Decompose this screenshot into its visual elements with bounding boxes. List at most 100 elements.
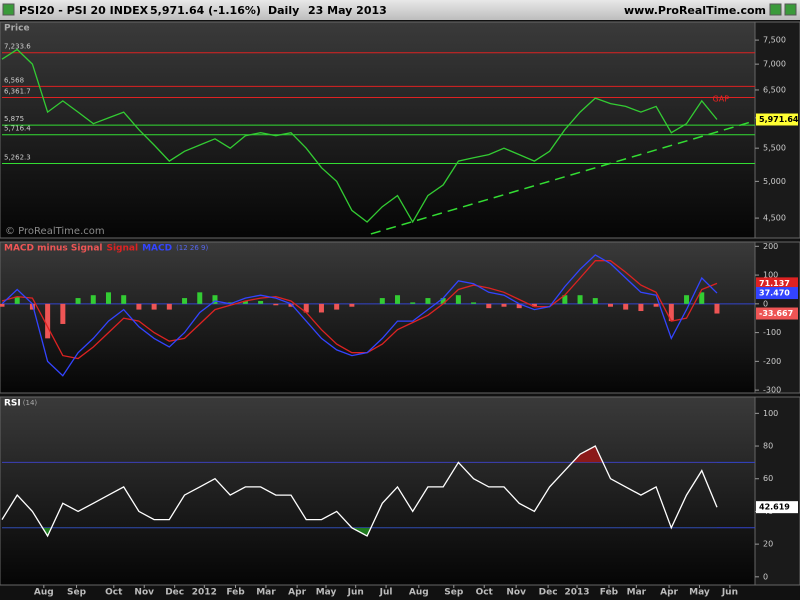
x-tick-label: Apr	[660, 588, 678, 598]
histogram-bar	[212, 295, 218, 304]
y-tick-label: 5,500	[763, 144, 786, 153]
x-tick-label: Mar	[256, 588, 276, 598]
x-tick-label: May	[689, 588, 710, 598]
last-value-box	[756, 501, 798, 514]
histogram-bar	[623, 303, 629, 310]
histogram-bar	[288, 303, 294, 307]
site: www.ProRealTime.com	[624, 4, 766, 17]
histogram-bar	[45, 303, 51, 339]
last-value-box	[756, 307, 798, 320]
axis-area	[754, 396, 800, 586]
level-label: 7,233.6	[4, 43, 31, 51]
series-line	[1, 445, 718, 538]
histogram-bar	[592, 298, 598, 304]
histogram-bar	[455, 295, 461, 304]
y-tick-label: 0	[763, 299, 768, 308]
axis-area	[754, 21, 800, 239]
histogram-bar	[242, 300, 248, 304]
x-tick-label: May	[316, 588, 337, 598]
last-value-box	[756, 113, 798, 126]
histogram-bar	[699, 292, 705, 304]
histogram-bar	[486, 303, 492, 309]
legend-entry: Signal	[106, 244, 138, 254]
y-tick-label: 80	[763, 442, 773, 451]
indicator-params: (12 26 9)	[176, 244, 208, 252]
header-icon[interactable]	[2, 3, 15, 16]
x-tick-label: Nov	[134, 588, 154, 598]
x-tick-label: Apr	[288, 588, 306, 598]
histogram-bar	[303, 303, 309, 313]
y-tick-label: 7,500	[763, 36, 786, 45]
histogram-bar	[440, 298, 446, 304]
histogram-bar	[668, 303, 674, 322]
y-tick-label: 4,500	[763, 214, 786, 223]
histogram-bar	[273, 303, 279, 306]
histogram-bar	[75, 298, 81, 304]
y-tick-label: 200	[763, 242, 778, 251]
watermark: © ProRealTime.com	[5, 226, 105, 237]
header-icon[interactable]	[784, 3, 797, 16]
charts: 4,5005,0005,5006,0006,5007,0007,5007,233…	[0, 21, 800, 598]
x-tick-label: Oct	[105, 588, 123, 598]
histogram-bar	[60, 303, 66, 324]
histogram-bar	[562, 295, 568, 304]
series-line	[1, 254, 718, 377]
last-value-box	[756, 287, 798, 300]
level-label: 5,875	[4, 115, 24, 123]
last-value-label: 42.619	[759, 503, 790, 512]
histogram-bar	[197, 292, 203, 304]
x-tick-label: Jul	[379, 588, 393, 598]
indicator-params: (14)	[23, 399, 38, 407]
last-value-label: 5,971.64	[759, 115, 799, 124]
last-value-label: -33.667	[759, 309, 793, 318]
plot	[1, 48, 755, 235]
y-tick-label: 20	[763, 540, 773, 549]
histogram-bar	[577, 295, 583, 304]
x-tick-label: Oct	[476, 588, 494, 598]
last-value-box	[756, 277, 798, 290]
histogram-bar	[395, 295, 401, 304]
histogram-bar	[349, 303, 355, 307]
y-tick-label: -300	[763, 386, 781, 395]
x-tick-label: 2013	[564, 588, 589, 598]
histogram-bar	[105, 292, 111, 304]
histogram-bar	[638, 303, 644, 312]
x-tick-label: Sep	[67, 588, 87, 598]
y-tick-label: 0	[763, 572, 768, 581]
x-tick-label: Dec	[165, 588, 184, 598]
y-tick-label: 100	[763, 409, 778, 418]
plot	[1, 445, 755, 538]
histogram-bar	[14, 296, 20, 304]
symbol: PSI20 - PSI 20 INDEX	[19, 4, 149, 17]
y-tick-label: 6,500	[763, 85, 786, 94]
histogram-bar	[607, 303, 613, 307]
histogram-bar	[471, 302, 477, 304]
x-tick-label: Mar	[627, 588, 647, 598]
x-tick-label: Aug	[34, 588, 54, 598]
level-label: 6,568	[4, 76, 24, 84]
panel-title: Price	[4, 24, 30, 34]
y-tick-label: -100	[763, 328, 781, 337]
last-value-label: 37.470	[759, 289, 790, 298]
trendline	[370, 120, 755, 235]
histogram-bar	[410, 302, 416, 304]
histogram-bar	[379, 298, 385, 304]
panel-title: RSI	[4, 399, 21, 409]
legend-entry: MACD minus Signal	[4, 244, 102, 254]
panel	[0, 396, 756, 586]
x-tick-label: Dec	[539, 588, 558, 598]
histogram-bar	[501, 303, 507, 307]
histogram-bar	[182, 298, 188, 304]
histogram-bar	[90, 295, 96, 304]
x-tick-label: Aug	[409, 588, 429, 598]
histogram-bar	[0, 303, 5, 307]
header-icon[interactable]	[769, 3, 782, 16]
y-tick-label: 100	[763, 271, 778, 280]
series-line	[1, 48, 718, 224]
plot	[0, 254, 755, 377]
last-value-label: 71.137	[759, 279, 790, 288]
x-tick-label: Nov	[506, 588, 526, 598]
histogram-bar	[714, 303, 720, 314]
quote: 5,971.64 (-1.16%)	[150, 4, 261, 17]
